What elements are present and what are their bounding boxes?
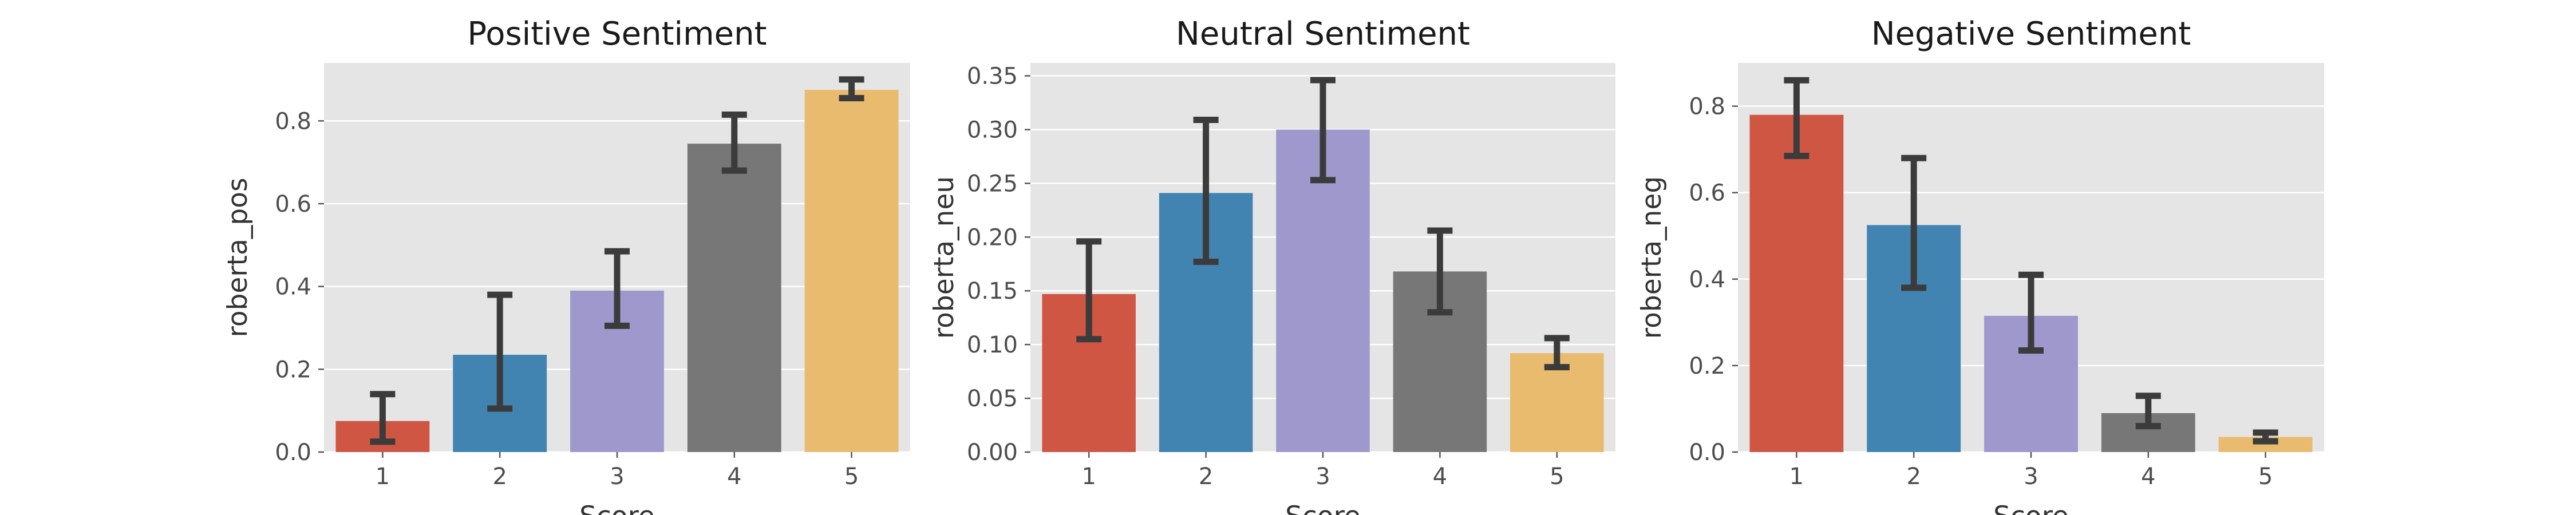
negative-errorbar-2 <box>1901 154 1927 291</box>
neutral-ytick-label: 0.05 <box>967 386 1018 412</box>
neutral-errorbar-1 <box>1076 238 1102 343</box>
positive-sentiment-panel: 0.0 0.2 0.4 0.6 0.8 1 2 3 4 5 Positive Sentiment Sc… <box>222 15 910 515</box>
neutral-errorbar-4 <box>1427 227 1453 316</box>
positive-bar-5 <box>804 90 899 453</box>
neutral-sentiment-panel: 0.00 0.05 0.10 0.15 0.20 0.25 0.30 0.35 1 2 3 4 5 Neu… <box>929 15 1615 515</box>
negative-errorbar-1 <box>1784 77 1809 159</box>
positive-ytick-label: 0.6 <box>275 191 311 217</box>
positive-errorbar-4 <box>721 111 747 174</box>
neutral-ytick-label: 0.30 <box>967 117 1018 143</box>
neutral-xtick-label: 1 <box>1081 464 1096 490</box>
neutral-errorbar-5 <box>1544 335 1570 371</box>
neutral-ytick-label: 0.20 <box>967 224 1018 251</box>
positive-ytick-label: 0.4 <box>275 274 311 300</box>
negative-ytick-label: 0.6 <box>1689 180 1725 207</box>
neutral-ytick-label: 0.25 <box>967 171 1018 197</box>
positive-xlabel: Score <box>579 501 655 515</box>
positive-errorbar-1 <box>370 391 396 445</box>
neutral-title: Neutral Sentiment <box>1176 15 1470 53</box>
positive-ytick-label: 0.0 <box>275 439 311 466</box>
neutral-errorbar-3 <box>1310 77 1336 184</box>
neutral-errorbar-2 <box>1193 117 1219 266</box>
negative-title: Negative Sentiment <box>1871 15 2191 53</box>
negative-sentiment-panel: 0.0 0.2 0.4 0.6 0.8 1 2 3 4 5 Negative Sentiment Sc… <box>1636 15 2324 515</box>
positive-ylabel: roberta_pos <box>222 178 254 338</box>
neutral-ytick-label: 0.00 <box>967 439 1018 466</box>
negative-xtick-label: 1 <box>1789 464 1804 490</box>
neutral-xtick-label: 3 <box>1315 464 1330 490</box>
positive-xtick-label: 5 <box>844 464 859 490</box>
neutral-ytick-label: 0.35 <box>967 64 1018 90</box>
negative-ytick-label: 0.2 <box>1689 353 1725 379</box>
positive-xtick-label: 1 <box>376 464 390 490</box>
negative-ytick-label: 0.8 <box>1689 94 1725 120</box>
negative-bar-1 <box>1749 114 1844 452</box>
positive-xtick-label: 4 <box>727 464 741 490</box>
negative-xtick-label: 4 <box>2141 464 2155 490</box>
positive-title: Positive Sentiment <box>467 15 767 53</box>
negative-errorbar-3 <box>2018 271 2044 354</box>
negative-ytick-label: 0.4 <box>1689 267 1725 293</box>
negative-xtick-label: 2 <box>1906 464 1921 490</box>
neutral-ytick-label: 0.10 <box>967 332 1018 358</box>
positive-bar-4 <box>687 144 781 452</box>
neutral-xlabel: Score <box>1285 501 1361 515</box>
neutral-ylabel: roberta_neu <box>929 176 960 339</box>
neutral-xtick-label: 4 <box>1433 464 1447 490</box>
positive-errorbar-2 <box>487 291 513 412</box>
positive-errorbar-5 <box>839 76 864 101</box>
negative-xtick-label: 3 <box>2024 464 2038 490</box>
neutral-xtick-label: 5 <box>1550 464 1564 490</box>
negative-errorbar-4 <box>2135 393 2161 430</box>
positive-xtick-label: 2 <box>492 464 507 490</box>
neutral-xtick-label: 2 <box>1199 464 1213 490</box>
positive-xtick-label: 3 <box>610 464 624 490</box>
negative-errorbar-5 <box>2253 429 2278 445</box>
negative-ytick-label: 0.0 <box>1689 439 1725 466</box>
neutral-bar-3 <box>1276 129 1370 452</box>
positive-errorbar-3 <box>605 248 630 329</box>
positive-ytick-label: 0.2 <box>275 356 311 383</box>
negative-xtick-label: 5 <box>2258 464 2273 490</box>
positive-ytick-label: 0.8 <box>275 108 311 134</box>
negative-xlabel: Score <box>1993 501 2069 515</box>
neutral-ytick-label: 0.15 <box>967 278 1018 304</box>
negative-ylabel: roberta_neg <box>1636 176 1668 339</box>
